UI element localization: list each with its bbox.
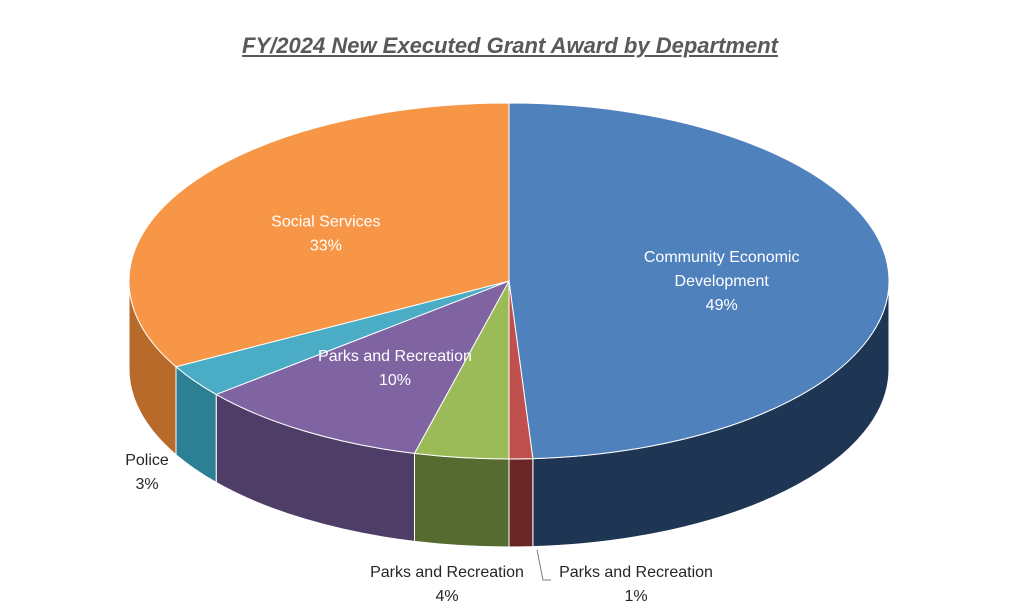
pie-slice-0 bbox=[508, 102, 890, 460]
pie-labels: Community Economic Development 49% Parks an… bbox=[125, 213, 799, 605]
leader-line-1 bbox=[536, 549, 551, 581]
pie-leader-lines bbox=[536, 549, 551, 581]
slice-value-label-1: 1% bbox=[624, 588, 647, 605]
pie-side-2 bbox=[413, 452, 510, 548]
slice-label-2: Parks and Recreation bbox=[370, 564, 524, 581]
pie-slice-5 bbox=[128, 102, 510, 368]
slice-value-label-4: 3% bbox=[135, 476, 158, 493]
slice-label-0: Development bbox=[675, 273, 770, 290]
slice-value-label-5: 33% bbox=[310, 237, 342, 254]
chart-title: FY/2024 New Executed Grant Award by Depa… bbox=[242, 33, 778, 58]
slice-label-0: Community Economic bbox=[644, 249, 800, 266]
slice-value-label-3: 10% bbox=[379, 372, 411, 389]
slice-label-1: Parks and Recreation bbox=[559, 564, 713, 581]
slice-value-label-2: 4% bbox=[435, 588, 458, 605]
pie-sides bbox=[128, 280, 890, 548]
slice-label-5: Social Services bbox=[271, 213, 380, 230]
pie-tops bbox=[128, 102, 890, 460]
pie-slice-3 bbox=[215, 280, 511, 454]
slice-value-label-0: 49% bbox=[706, 297, 738, 314]
slice-label-3: Parks and Recreation bbox=[318, 348, 472, 365]
slice-label-4: Police bbox=[125, 452, 169, 469]
pie-side-1 bbox=[508, 458, 534, 548]
